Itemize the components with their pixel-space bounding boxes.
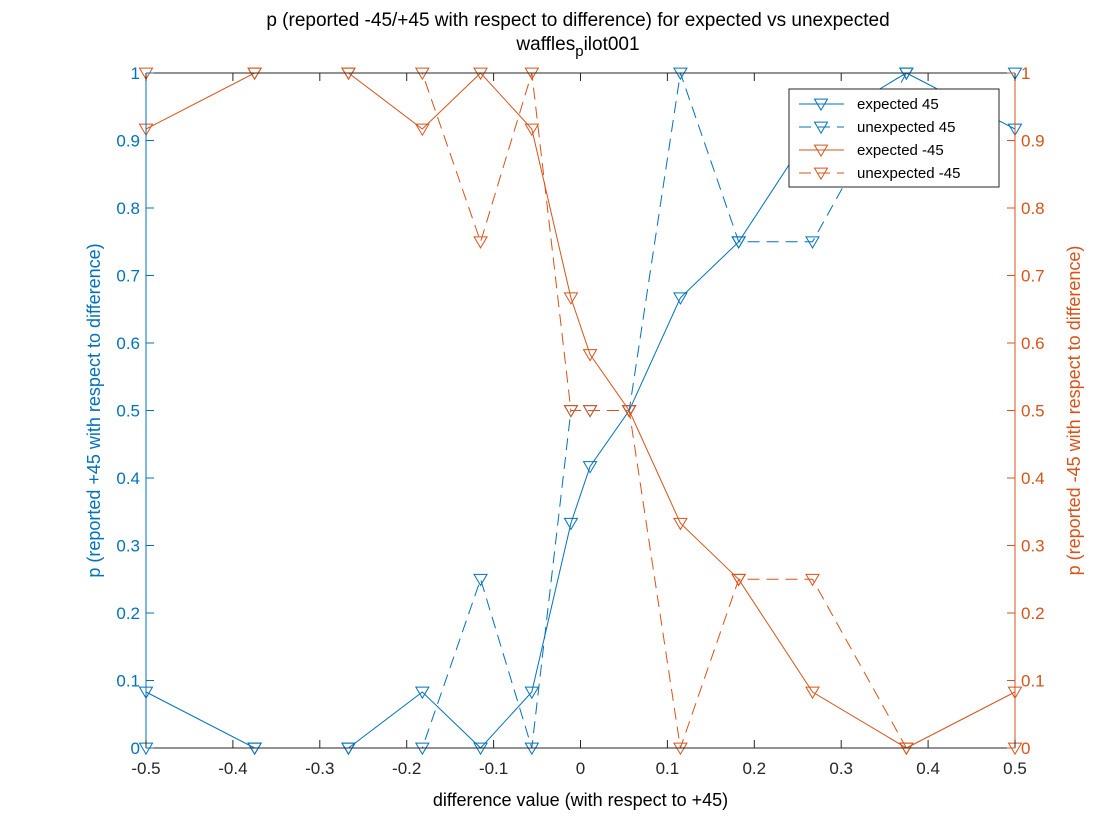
data-point-s3-12 bbox=[899, 742, 914, 756]
data-point-s2-1 bbox=[247, 67, 262, 81]
chart-subtitle-main: waffles bbox=[515, 34, 575, 55]
x-tick-label-6: 0.1 bbox=[656, 759, 680, 778]
legend-entry-2: expected -45 bbox=[857, 142, 944, 159]
y-tick-label-right-9: 0.9 bbox=[1021, 132, 1045, 151]
data-point-s2-4 bbox=[473, 67, 488, 81]
data-point-s2-2 bbox=[341, 67, 356, 81]
x-tick-label-4: -0.1 bbox=[479, 759, 508, 778]
data-point-s1-11 bbox=[805, 236, 820, 249]
y-tick-label-left-5: 0.5 bbox=[116, 402, 140, 421]
text-layer: p (reported -45/+45 with respect to diff… bbox=[84, 10, 1084, 810]
data-point-s3-6 bbox=[563, 405, 579, 418]
y-tick-label-right-2: 0.2 bbox=[1021, 604, 1045, 623]
x-tick-label-9: 0.4 bbox=[916, 759, 940, 778]
y-axis-label-right: p (reported -45 with respect to differen… bbox=[1064, 246, 1084, 576]
data-point-s3-5 bbox=[524, 67, 540, 81]
chart-title: p (reported -45/+45 with respect to diff… bbox=[266, 10, 889, 31]
y-tick-label-right-1: 0.1 bbox=[1021, 672, 1045, 691]
data-point-s2-7 bbox=[582, 349, 598, 362]
legend-entry-1: unexpected 45 bbox=[857, 119, 955, 136]
y-tick-label-right-3: 0.3 bbox=[1021, 537, 1045, 556]
legend-box bbox=[788, 88, 1000, 188]
data-point-s3-4 bbox=[473, 236, 488, 249]
data-point-s3-2 bbox=[341, 67, 356, 81]
legend-marker-3 bbox=[813, 167, 829, 181]
data-point-s3-8 bbox=[621, 405, 637, 418]
data-point-s0-3 bbox=[414, 686, 430, 700]
y-tick-label-right-7: 0.7 bbox=[1021, 267, 1045, 286]
data-point-s2-9 bbox=[673, 517, 688, 531]
y-tick-label-left-10: 1 bbox=[131, 64, 140, 83]
y-tick-label-left-3: 0.3 bbox=[116, 537, 140, 556]
data-point-s3-3 bbox=[414, 67, 430, 81]
y-tick-label-left-8: 0.8 bbox=[116, 199, 140, 218]
x-tick-label-5: 0 bbox=[576, 759, 585, 778]
data-point-s1-12 bbox=[899, 67, 914, 81]
y-tick-label-left-7: 0.7 bbox=[116, 267, 140, 286]
data-point-s1-13 bbox=[1007, 67, 1023, 81]
data-point-s1-1 bbox=[247, 742, 262, 756]
data-point-s0-7 bbox=[582, 461, 598, 474]
legend-entry-0: expected 45 bbox=[857, 96, 939, 113]
data-point-s0-6 bbox=[563, 517, 579, 531]
data-point-s1-7 bbox=[582, 405, 598, 418]
chart-subtitle-rest: ilot001 bbox=[584, 34, 640, 55]
y-tick-label-right-6: 0.6 bbox=[1021, 334, 1045, 353]
data-point-s1-4 bbox=[473, 573, 488, 587]
data-point-s2-6 bbox=[563, 292, 579, 305]
x-tick-label-3: -0.2 bbox=[392, 759, 421, 778]
y-tick-label-left-4: 0.4 bbox=[116, 469, 140, 488]
data-point-s3-10 bbox=[731, 573, 747, 587]
data-point-s3-9 bbox=[673, 742, 688, 756]
legend-marker-1 bbox=[813, 121, 829, 135]
x-tick-label-10: 0.5 bbox=[1003, 759, 1027, 778]
y-tick-label-right-10: 1 bbox=[1021, 64, 1030, 83]
data-point-s3-1 bbox=[247, 67, 262, 81]
data-point-s2-3 bbox=[414, 123, 430, 137]
data-point-s2-5 bbox=[524, 123, 540, 137]
legend-marker-0 bbox=[813, 98, 829, 112]
x-tick-label-7: 0.2 bbox=[742, 759, 766, 778]
data-point-s3-11 bbox=[805, 573, 820, 587]
data-point-s2-11 bbox=[805, 686, 820, 700]
legend: expected 45 unexpected 45 expected -45 unex… bbox=[788, 88, 1000, 188]
data-point-s0-5 bbox=[524, 686, 540, 700]
x-tick-label-2: -0.3 bbox=[305, 759, 334, 778]
x-tick-label-1: -0.4 bbox=[218, 759, 247, 778]
chart-subtitle-subscript: p bbox=[575, 43, 583, 60]
y-tick-label-right-5: 0.5 bbox=[1021, 402, 1045, 421]
y-tick-label-right-0: 0 bbox=[1021, 739, 1030, 758]
x-axis-label: difference value (with respect to +45) bbox=[433, 790, 728, 810]
data-point-s1-2 bbox=[341, 742, 356, 756]
legend-marker-2 bbox=[813, 144, 829, 158]
x-tick-label-8: 0.3 bbox=[829, 759, 853, 778]
y-tick-label-right-8: 0.8 bbox=[1021, 199, 1045, 218]
y-tick-label-right-4: 0.4 bbox=[1021, 469, 1045, 488]
data-point-s0-4 bbox=[473, 742, 488, 756]
data-point-s0-1 bbox=[247, 742, 262, 756]
chart-subtitle: wafflespilot001 bbox=[515, 34, 639, 60]
y-tick-label-left-2: 0.2 bbox=[116, 604, 140, 623]
x-tick-label-0: -0.5 bbox=[131, 759, 160, 778]
y-tick-label-left-6: 0.6 bbox=[116, 334, 140, 353]
data-point-s3-7 bbox=[582, 405, 598, 418]
data-point-s0-9 bbox=[673, 292, 688, 305]
data-point-s1-5 bbox=[524, 742, 540, 756]
y-tick-label-left-0: 0 bbox=[131, 739, 140, 758]
axes-layer: -0.5 -0.4 -0.3 -0.2 -0.1 0 0.1 0.2 0.3 0.4 0.50 00.… bbox=[116, 64, 1044, 778]
legend-entry-3: unexpected -45 bbox=[857, 165, 960, 182]
data-point-s1-3 bbox=[414, 742, 430, 756]
y-tick-label-left-9: 0.9 bbox=[116, 132, 140, 151]
data-point-s1-10 bbox=[731, 236, 747, 249]
y-tick-label-left-1: 0.1 bbox=[116, 672, 140, 691]
series-line-2 bbox=[145, 72, 1016, 749]
data-point-s3-0 bbox=[138, 67, 154, 81]
y-axis-label-left: p (reported +45 with respect to differen… bbox=[84, 243, 104, 577]
data-point-s1-9 bbox=[673, 67, 688, 81]
